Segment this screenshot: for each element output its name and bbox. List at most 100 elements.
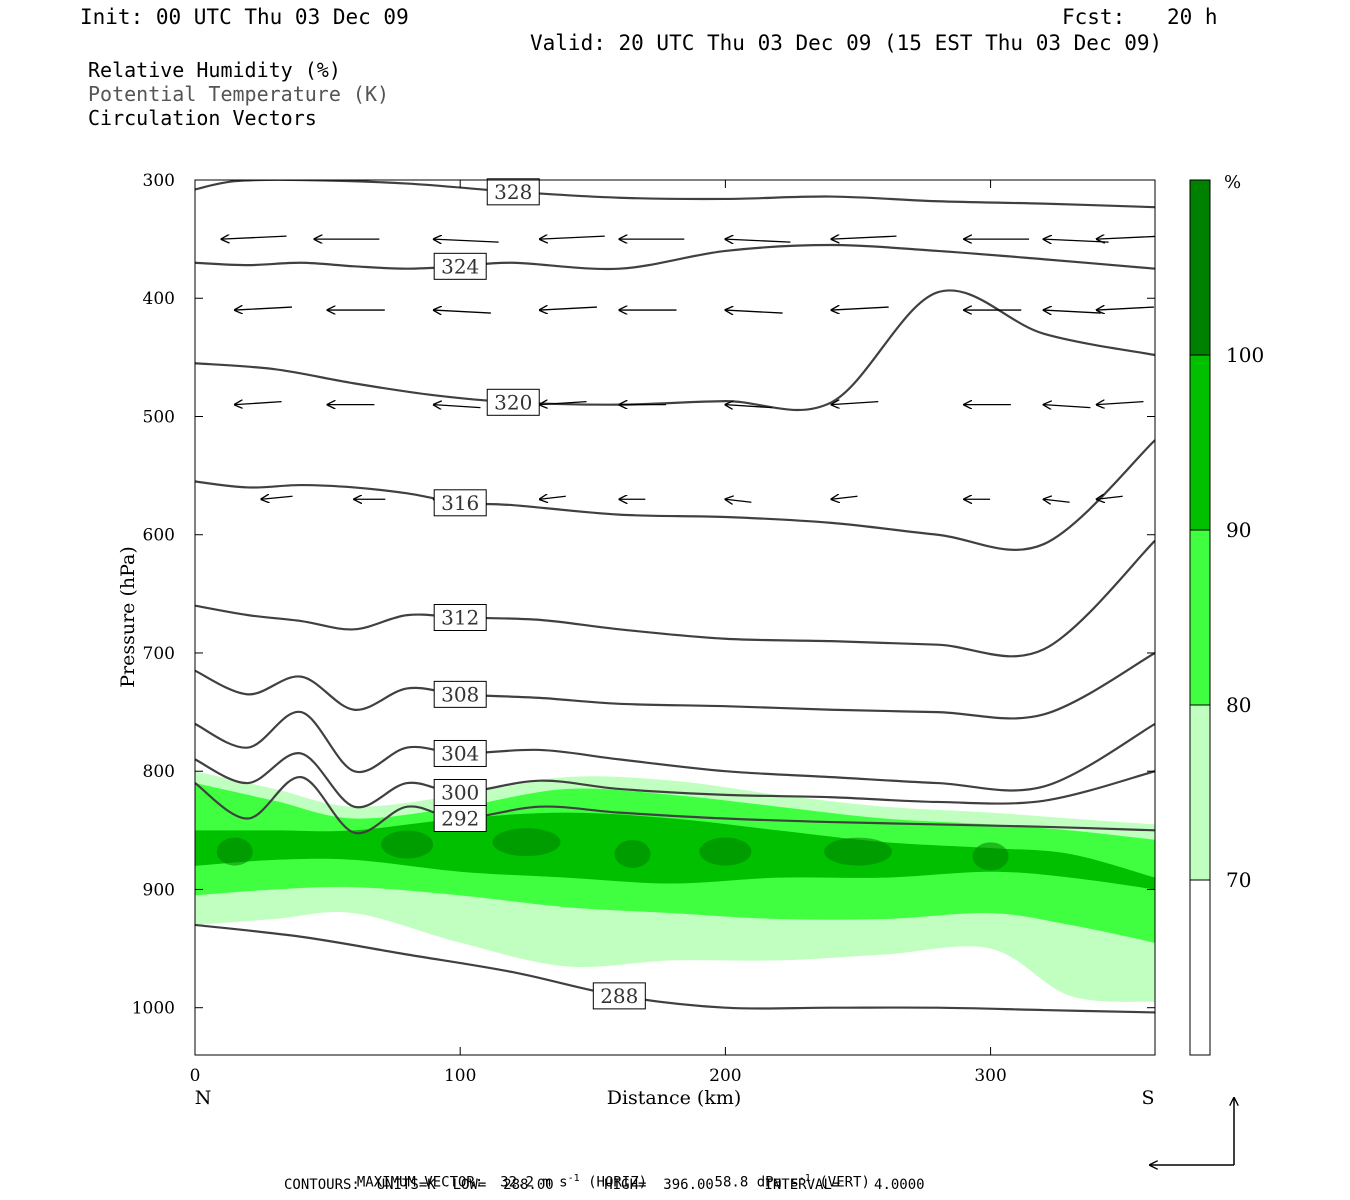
theta-label-320: 320 (486, 388, 540, 416)
vector-arrow (1044, 405, 1091, 408)
x-axis-title: Distance (km) (607, 1087, 742, 1109)
vector-arrow (434, 405, 481, 408)
vector-arrow (1044, 310, 1101, 313)
vector-arrow (235, 307, 293, 310)
x-tick-label: 300 (974, 1066, 1006, 1086)
theta-label-292: 292 (433, 805, 487, 833)
horiz-suffix: (HORIZ) (588, 1174, 648, 1191)
north-label: N (195, 1087, 212, 1109)
x-tick-label: 100 (444, 1066, 476, 1086)
max-vector-label: MAXIMUM VECTOR: (356, 1174, 484, 1191)
y-tick-label: 600 (143, 526, 175, 546)
vector-arrow (725, 310, 783, 313)
vector-arrow (1097, 236, 1155, 239)
theta-label-text: 292 (441, 807, 479, 831)
theta-label-text: 304 (441, 741, 479, 765)
rh-pocket (381, 830, 434, 859)
vector-arrow (222, 236, 287, 239)
vector-arrow (1097, 496, 1123, 499)
y-tick-label: 300 (143, 171, 175, 191)
theta-label-text: 328 (494, 180, 532, 204)
contours-info-line: CONTOURS: UNITS=K LOW= 288.00 HIGH= 396.… (284, 1177, 925, 1193)
rh-pocket (492, 828, 561, 857)
horiz-unit: m s (542, 1174, 568, 1191)
vector-arrow (831, 307, 889, 310)
theta-contours (195, 180, 1155, 1014)
vert-suffix: (VERT) (819, 1174, 870, 1191)
field-rh-label: Relative Humidity (%) (88, 58, 341, 82)
colorbar-label: 100 (1226, 343, 1264, 367)
init-time: Init: 00 UTC Thu 03 Dec 09 (80, 5, 409, 29)
forecast-label: Fcst: (1062, 5, 1126, 29)
rh-pocket (614, 839, 651, 868)
theta-label-text: 316 (441, 491, 479, 515)
theta-label-box (486, 178, 540, 206)
forecast-hour: 20 h (1167, 5, 1218, 29)
theta-label-308: 308 (433, 680, 487, 708)
rh-pocket (216, 837, 253, 866)
theta-label-328: 328 (486, 178, 540, 206)
y-tick-label: 400 (143, 289, 175, 309)
horiz-exponent: -1 (567, 1173, 580, 1184)
vector-arrow (235, 402, 282, 405)
theta-label-box (486, 388, 540, 416)
theta-label-text: 288 (600, 984, 638, 1008)
vector-arrow (540, 402, 587, 405)
theta-label-288: 288 (592, 982, 646, 1010)
reference-vector (1150, 1098, 1234, 1165)
theta-label-box (433, 805, 487, 833)
south-label: S (1141, 1087, 1154, 1109)
theta-label-324: 324 (433, 252, 487, 280)
theta-label-text: 320 (494, 390, 532, 414)
y-tick-label: 900 (143, 880, 175, 900)
vector-arrow (540, 236, 605, 239)
field-theta-label: Potential Temperature (K) (88, 82, 390, 106)
vector-arrow (725, 405, 773, 408)
vert-unit: dPa s (756, 1174, 799, 1191)
colorbar-segment (1190, 530, 1210, 705)
horiz-value: 32.2 (500, 1174, 534, 1191)
plot-frame (194, 179, 1156, 1056)
axes: 300 400 500 600 700 800 900 1000 0 100 200 300 (132, 171, 1155, 1086)
colorbar-segment (1190, 880, 1210, 1055)
vector-arrow (434, 310, 491, 313)
colorbar-segment (1190, 355, 1210, 530)
theta-label-text: 312 (441, 606, 479, 630)
vector-arrow (1097, 307, 1154, 310)
theta-contour-308 (195, 652, 1155, 720)
theta-contour-292 (195, 776, 1155, 835)
rh-pocket (972, 842, 1009, 871)
theta-contour-324 (195, 243, 1155, 271)
vector-arrow (831, 236, 897, 239)
colorbar-unit: % (1224, 172, 1241, 193)
theta-contour-300 (195, 752, 1155, 809)
rh-shading (195, 771, 1155, 1002)
colorbar-frame (1189, 179, 1211, 1056)
theta-label-304: 304 (433, 739, 487, 767)
theta-contour-328 (195, 180, 1155, 209)
valid-time: Valid: 20 UTC Thu 03 Dec 09 (15 EST Thu … (530, 31, 1163, 55)
theta-label-text: 324 (441, 254, 479, 278)
theta-contour-316 (195, 439, 1155, 551)
vector-arrow (434, 239, 499, 242)
vector-arrow (540, 307, 597, 310)
vector-arrow (261, 496, 293, 499)
y-axis-title: Pressure (hPa) (117, 546, 139, 688)
vector-arrow (1044, 499, 1070, 502)
vector-arrow (1097, 402, 1144, 405)
x-tick-label: 0 (190, 1066, 201, 1086)
colorbar-label: 70 (1226, 868, 1251, 892)
y-tick-label: 800 (143, 762, 175, 782)
theta-label-300: 300 (433, 779, 487, 806)
theta-label-box (433, 680, 487, 708)
y-tick-label: 1000 (132, 999, 175, 1019)
theta-contour-288 (195, 923, 1155, 1014)
theta-contour-304 (195, 710, 1155, 792)
theta-label-box (433, 739, 487, 767)
colorbar-label: 90 (1226, 518, 1251, 542)
field-vectors-label: Circulation Vectors (88, 106, 317, 130)
x-tick-label: 200 (709, 1066, 741, 1086)
colorbar-segment (1190, 705, 1210, 880)
